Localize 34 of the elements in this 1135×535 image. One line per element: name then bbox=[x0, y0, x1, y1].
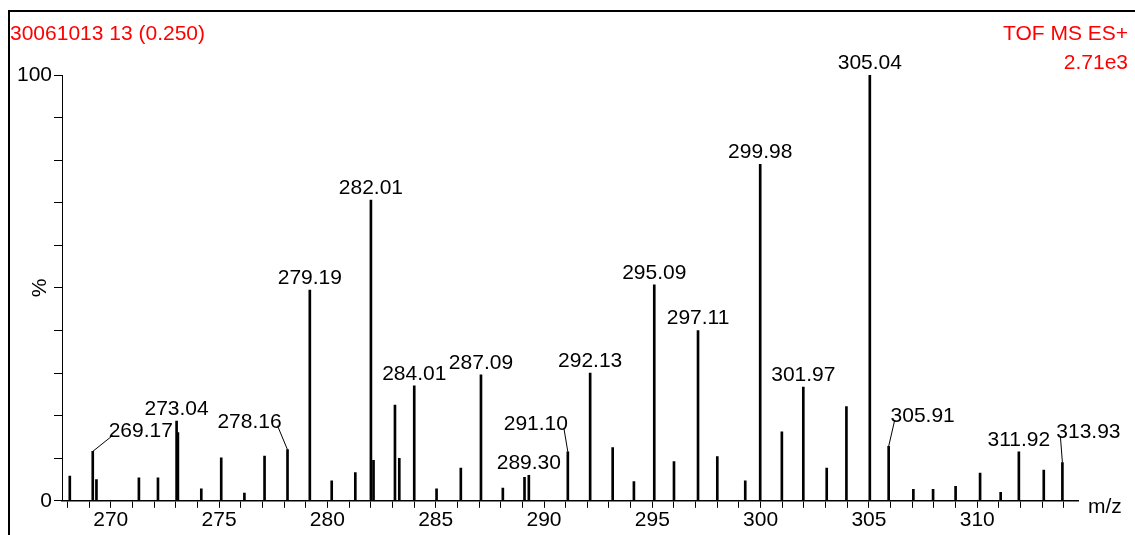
x-axis-title: m/z bbox=[1088, 493, 1122, 517]
annotation: 269.17 bbox=[108, 418, 173, 442]
y-tick-label: 0 bbox=[40, 487, 52, 511]
chart-title: 30061013 13 (0.250) bbox=[10, 21, 205, 44]
annotation: 278.16 bbox=[217, 408, 282, 432]
annotation: 282.01 bbox=[338, 175, 404, 199]
annotation: 291.10 bbox=[503, 410, 568, 434]
x-tick-label: 305 bbox=[851, 507, 887, 531]
annotation: 311.92 bbox=[987, 426, 1051, 450]
annotation: 301.97 bbox=[771, 362, 836, 386]
annotation: 289.30 bbox=[496, 450, 561, 474]
annotation: 273.04 bbox=[144, 396, 210, 420]
annotation: 287.09 bbox=[448, 349, 514, 373]
annotation: 297.11 bbox=[666, 305, 730, 329]
x-tick-label: 270 bbox=[93, 507, 129, 531]
x-tick-label: 300 bbox=[743, 507, 779, 531]
y-axis-title: % bbox=[26, 278, 50, 298]
annotation: 284.01 bbox=[382, 360, 447, 384]
annotation: 305.91 bbox=[890, 403, 955, 427]
annotation: 299.98 bbox=[728, 139, 793, 163]
annotation: 305.04 bbox=[837, 50, 903, 73]
x-tick-label: 290 bbox=[526, 507, 562, 531]
x-tick-label: 275 bbox=[201, 507, 237, 531]
text: TOF MS ES+ bbox=[1002, 21, 1128, 44]
annotation: 292.13 bbox=[558, 348, 623, 372]
annotation: 279.19 bbox=[277, 265, 342, 289]
x-tick-label: 280 bbox=[309, 507, 345, 531]
y-tick-label: 100 bbox=[16, 61, 52, 85]
x-tick-label: 285 bbox=[418, 507, 454, 531]
annotation: 313.93 bbox=[1056, 419, 1121, 443]
x-tick-label: 310 bbox=[959, 507, 995, 531]
x-tick-label: 295 bbox=[634, 507, 670, 531]
annotation: 295.09 bbox=[622, 259, 687, 283]
text: 2.71e3 bbox=[1063, 50, 1128, 73]
